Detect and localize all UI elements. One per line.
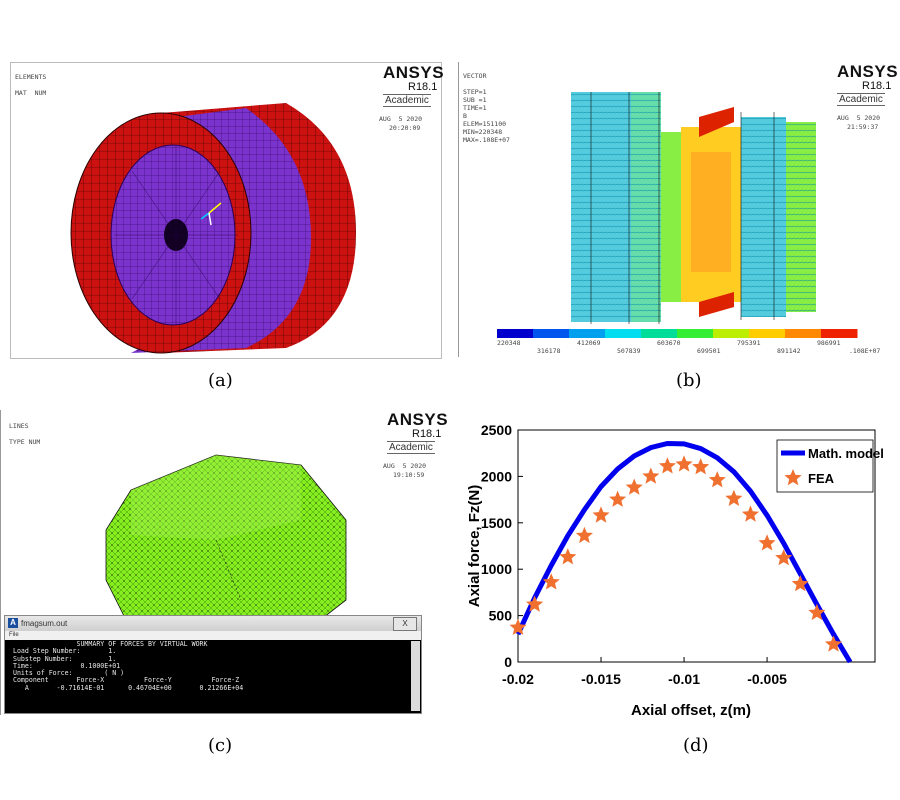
colorbar-segment bbox=[533, 329, 570, 338]
ansys-lines-mesh-image bbox=[105, 454, 347, 636]
ansys-badge: Academic bbox=[383, 94, 431, 107]
axis-triad-icon bbox=[200, 202, 222, 226]
x-axis-label: Axial offset, z(m) bbox=[631, 702, 751, 719]
colorbar-label: 699501 bbox=[697, 347, 721, 355]
y-tick-label: 1500 bbox=[481, 515, 512, 531]
dialog-output-text: SUMMARY OF FORCES BY VIRTUAL WORK Load S… bbox=[9, 640, 244, 692]
legend-star-swatch bbox=[784, 469, 802, 486]
colorbar-segment bbox=[713, 329, 750, 338]
colorbar-segment bbox=[605, 329, 642, 338]
fea-point bbox=[725, 489, 743, 506]
colorbar-label: 412069 bbox=[577, 339, 601, 347]
ansys-logo: ANSYS bbox=[383, 63, 445, 82]
fea-point bbox=[708, 471, 726, 488]
dialog-menu-file[interactable]: File bbox=[5, 631, 421, 640]
colorbar-segment bbox=[749, 329, 786, 338]
ansys-app-icon: A bbox=[8, 618, 18, 628]
legend-label-math-model: Math. model bbox=[808, 446, 884, 461]
x-tick-label: -0.02 bbox=[502, 671, 534, 687]
x-tick-label: -0.015 bbox=[581, 671, 621, 687]
panel-a-header: ELEMENTS MAT NUM bbox=[15, 73, 47, 97]
panel-b: VECTOR STEP=1 SUB =1 TIME=1 B ELEM=15110… bbox=[458, 62, 898, 357]
colorbar bbox=[497, 329, 858, 338]
fea-point bbox=[509, 618, 527, 635]
caption-d: (d) bbox=[683, 735, 709, 756]
panel-c-time: 19:10:59 bbox=[393, 471, 425, 479]
y-tick-label: 1000 bbox=[481, 561, 512, 577]
colorbar-segment bbox=[677, 329, 714, 338]
ansys-vector-field-image bbox=[497, 92, 858, 338]
ansys-badge: Academic bbox=[837, 93, 885, 106]
colorbar-label: 507839 bbox=[617, 347, 641, 355]
ansys-version: R18.1 bbox=[408, 81, 438, 93]
colorbar-label: 220348 bbox=[497, 339, 521, 347]
legend-label-fea: FEA bbox=[808, 471, 835, 486]
fea-point bbox=[609, 490, 627, 507]
colorbar-segment bbox=[641, 329, 678, 338]
colorbar-label: 795391 bbox=[737, 339, 761, 347]
output-dialog: A fmagsum.out X File SUMMARY OF FORCES B… bbox=[4, 615, 422, 714]
fea-point bbox=[542, 573, 560, 590]
y-tick-label: 2000 bbox=[481, 468, 512, 484]
ansys-logo: ANSYS bbox=[837, 62, 899, 81]
ansys-version: R18.1 bbox=[862, 80, 892, 92]
colorbar-segment bbox=[569, 329, 606, 338]
colorbar-label: .108E+07 bbox=[849, 347, 881, 355]
dialog-scrollbar[interactable] bbox=[411, 641, 420, 711]
colorbar-label: 891142 bbox=[777, 347, 801, 355]
panel-b-header: VECTOR STEP=1 SUB =1 TIME=1 B ELEM=15110… bbox=[463, 72, 510, 144]
y-tick-label: 500 bbox=[489, 608, 513, 624]
fea-point bbox=[658, 457, 676, 474]
fea-point bbox=[775, 549, 793, 566]
panel-b-time: 21:59:37 bbox=[847, 123, 879, 131]
caption-b: (b) bbox=[676, 370, 702, 391]
panel-a-time: 20:20:09 bbox=[389, 124, 421, 132]
fea-point bbox=[791, 575, 809, 592]
panel-a-date: AUG 5 2020 bbox=[379, 115, 423, 123]
fea-point bbox=[592, 506, 610, 523]
fea-point bbox=[808, 603, 826, 621]
colorbar-label: 603670 bbox=[657, 339, 681, 347]
close-button[interactable]: X bbox=[393, 617, 417, 631]
fea-point bbox=[559, 548, 577, 565]
math-model-line bbox=[515, 440, 853, 664]
dialog-titlebar[interactable]: A fmagsum.out X bbox=[5, 616, 421, 631]
x-tick-label: -0.005 bbox=[747, 671, 787, 687]
caption-a: (a) bbox=[208, 370, 233, 391]
panel-b-date: AUG 5 2020 bbox=[837, 114, 881, 122]
fea-point bbox=[575, 526, 593, 544]
ansys-elements-mesh-image bbox=[70, 103, 356, 354]
caption-c: (c) bbox=[208, 735, 233, 756]
fea-point bbox=[642, 467, 660, 484]
panel-a: ELEMENTS MAT NUM ANSYS R18.1 Academic AU… bbox=[10, 62, 445, 359]
fea-point bbox=[758, 534, 776, 551]
colorbar-labels-high: 316178 507839 699501 891142 .108E+07 bbox=[537, 347, 897, 355]
fea-point bbox=[741, 505, 759, 522]
x-tick-label: -0.01 bbox=[668, 671, 700, 687]
y-tick-label: 2500 bbox=[481, 422, 512, 438]
colorbar-segment bbox=[497, 329, 534, 338]
y-axis-label: Axial force, Fz(N) bbox=[466, 485, 483, 608]
fea-point bbox=[692, 458, 710, 475]
colorbar-label: 316178 bbox=[537, 347, 561, 355]
legend: Math. model FEA bbox=[776, 439, 884, 493]
colorbar-labels-low: 220348 412069 603670 795391 986991 bbox=[497, 339, 857, 347]
y-tick-label: 0 bbox=[504, 654, 512, 670]
ansys-logo: ANSYS bbox=[387, 410, 449, 429]
fea-point bbox=[675, 455, 693, 472]
ansys-version: R18.1 bbox=[412, 428, 442, 440]
ansys-badge: Academic bbox=[387, 441, 435, 454]
fea-point bbox=[824, 635, 842, 652]
fea-point bbox=[526, 595, 544, 612]
dialog-title: fmagsum.out bbox=[21, 619, 68, 628]
colorbar-segment bbox=[785, 329, 822, 338]
panel-c-date: AUG 5 2020 bbox=[383, 462, 427, 470]
panel-c-header: LINES TYPE NUM bbox=[9, 422, 41, 446]
colorbar-label: 986991 bbox=[817, 339, 841, 347]
colorbar-segment bbox=[821, 329, 858, 338]
axial-force-chart: 0 500 1000 1500 2000 2500 -0.02 -0.015 -0.01 -0.… bbox=[466, 422, 884, 719]
fea-point bbox=[625, 478, 643, 495]
